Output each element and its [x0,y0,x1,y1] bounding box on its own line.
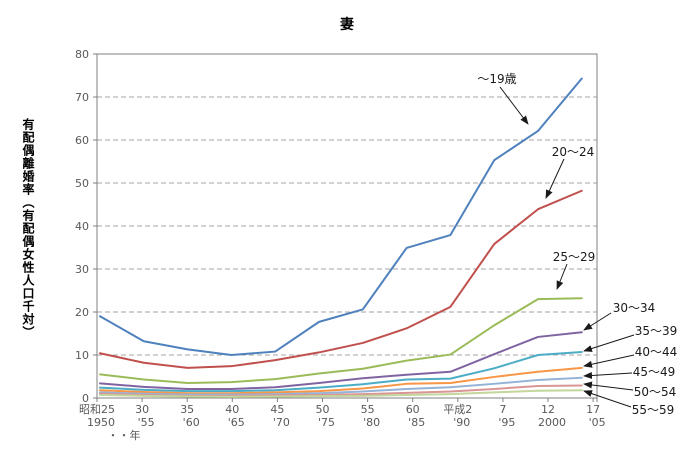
series-line-1 [99,189,583,369]
y-tick-label: 0 [82,392,89,405]
x-tick-label-era: 昭和25 [79,403,115,416]
y-tick-label: 40 [75,220,89,233]
x-tick-label-year: '85 [408,416,425,429]
x-tick-label-era: 40 [225,403,239,416]
x-axis-note: ・・年 [108,428,141,442]
x-tick-label-era: 35 [180,403,194,416]
x-tick-label-year: '70 [273,416,290,429]
annotation-arrow [556,263,568,290]
annotation-arrow [583,334,635,352]
series-line-4 [99,350,583,393]
y-tick-label: 20 [75,306,89,319]
x-tick-label-era: 60 [406,403,420,416]
series-line-3 [99,331,583,390]
y-tick-label: 80 [75,48,89,61]
x-tick-label-year: '75 [318,416,335,429]
x-tick-label-year: '55 [138,416,155,429]
x-tick-label-year: '90 [453,416,470,429]
series-line-2 [99,297,583,384]
x-tick-label-year: 1950 [87,416,115,429]
annotation-arrow [583,381,634,391]
annotation-arrow [499,86,529,125]
annotation-label: 25～29 [553,250,596,264]
annotation-label: ～19歳 [477,72,516,86]
x-tick-label-era: 7 [499,403,506,416]
annotation-label: 40～44 [635,345,678,359]
x-tick-label-era: 50 [316,403,330,416]
y-tick-label: 70 [75,91,89,104]
x-tick-label-era: 45 [270,403,284,416]
series-line-5 [99,366,583,395]
annotation-arrow [545,158,565,199]
annotation-label: 20～24 [552,145,595,159]
annotation-label: 50～54 [634,385,677,399]
y-tick-label: 50 [75,177,89,190]
annotation-arrow [583,354,635,368]
x-tick-label-era: 12 [541,403,555,416]
annotation-arrow [583,372,633,379]
y-tick-label: 60 [75,134,89,147]
y-axis-label: 有配偶離婚率（有配偶女性人口千対） [21,118,35,339]
annotation-arrow [583,390,632,408]
annotation-arrow [583,312,612,331]
y-tick-label: 30 [75,263,89,276]
series-line-0 [99,77,583,356]
x-tick-label-year: '60 [183,416,200,429]
series-line-6 [99,376,583,396]
x-tick-label-year: '95 [498,416,515,429]
x-tick-label-era: 55 [361,403,375,416]
annotation-label: 45～49 [633,365,676,379]
annotation-label: 30～34 [613,301,656,315]
series-line-8 [99,389,583,398]
x-tick-label-year: '05 [589,416,606,429]
chart-title: 妻 [340,17,354,33]
x-tick-label-era: 30 [135,403,149,416]
x-tick-label-era: 平成2 [443,403,472,416]
annotation-label: 35～39 [635,324,678,338]
y-tick-label: 10 [75,349,89,362]
x-tick-label-year: 2000 [538,416,566,429]
x-tick-label-year: '80 [363,416,380,429]
x-tick-label-year: '65 [228,416,245,429]
annotation-label: 55～59 [632,403,675,417]
x-tick-label-era: 17 [586,403,600,416]
